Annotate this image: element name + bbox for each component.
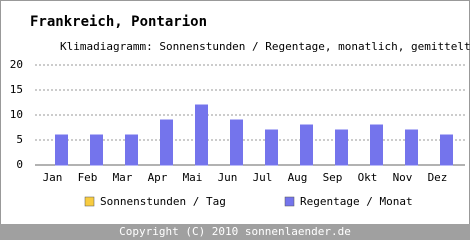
bar xyxy=(55,134,68,166)
y-tick-label: 15 xyxy=(10,83,23,96)
bar xyxy=(90,134,103,166)
y-tick-label: 20 xyxy=(10,58,23,71)
x-tick-label: Dez xyxy=(428,171,448,184)
x-tick-label: Mai xyxy=(183,171,203,184)
legend-label: Regentage / Monat xyxy=(300,195,413,208)
y-tick-label: 5 xyxy=(16,133,23,146)
x-tick-label: Okt xyxy=(358,171,378,184)
bar xyxy=(405,129,418,166)
x-tick-label: Jun xyxy=(218,171,238,184)
y-tick-label: 10 xyxy=(10,108,23,121)
x-tick-label: Nov xyxy=(393,171,413,184)
x-tick-label: Aug xyxy=(288,171,308,184)
y-tick-label: 0 xyxy=(16,158,23,171)
bar xyxy=(370,124,383,166)
x-tick-label: Jul xyxy=(253,171,273,184)
bar xyxy=(230,119,243,166)
bar xyxy=(160,119,173,166)
bar xyxy=(265,129,278,166)
chart-title: Frankreich, Pontarion xyxy=(30,14,207,30)
bar xyxy=(125,134,138,166)
legend-swatch xyxy=(84,196,95,207)
bar xyxy=(195,104,208,166)
legend-label: Sonnenstunden / Tag xyxy=(100,195,226,208)
footer: Copyright (C) 2010 sonnenlaender.de xyxy=(119,225,351,238)
x-tick-label: Mar xyxy=(113,171,133,184)
x-tick-label: Jan xyxy=(43,171,63,184)
chart-subtitle: Klimadiagramm: Sonnenstunden / Regentage… xyxy=(60,40,470,53)
x-tick-label: Apr xyxy=(148,171,168,184)
bar xyxy=(300,124,313,166)
bar xyxy=(440,134,453,166)
x-tick-label: Feb xyxy=(78,171,98,184)
legend-swatch xyxy=(284,196,295,207)
x-tick-label: Sep xyxy=(323,171,343,184)
footer-band xyxy=(0,224,470,240)
bar xyxy=(335,129,348,166)
